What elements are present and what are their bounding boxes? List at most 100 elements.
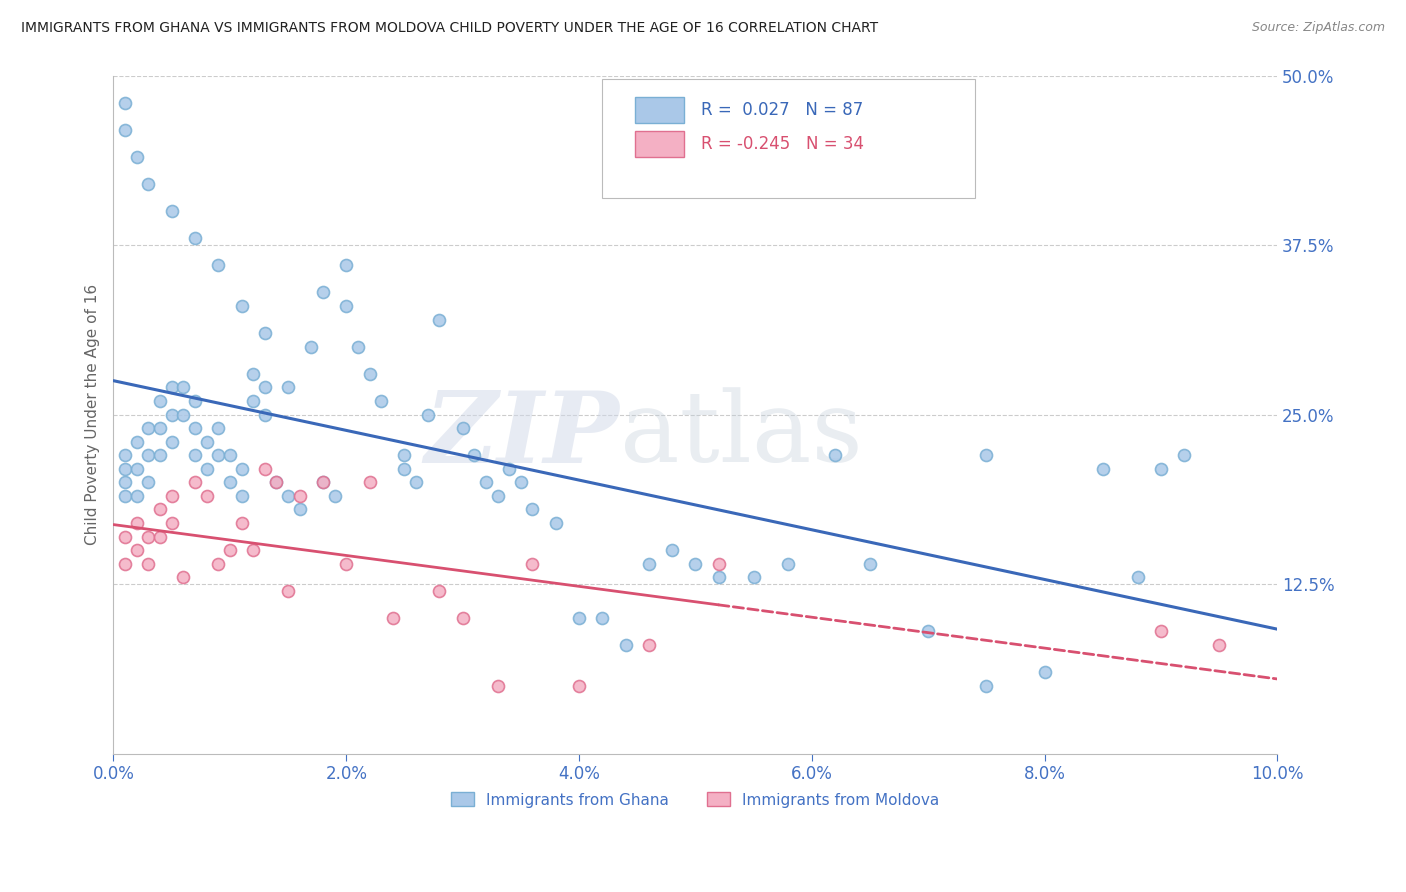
Text: R =  0.027   N = 87: R = 0.027 N = 87 (702, 101, 863, 120)
Point (976, 448, 998, 462)
Point (416, 408, 439, 422)
Point (242, 543, 264, 558)
Point (231, 462, 253, 476)
Point (149, 502, 172, 516)
Point (160, 204, 183, 219)
Point (253, 380, 276, 394)
Point (114, 462, 136, 476)
Point (195, 434, 218, 449)
FancyBboxPatch shape (602, 78, 974, 197)
Point (522, 557, 544, 571)
Point (184, 448, 207, 462)
Point (522, 502, 544, 516)
Point (312, 475, 335, 490)
Point (172, 380, 194, 394)
Point (195, 462, 218, 476)
Point (172, 408, 194, 422)
Point (312, 285, 335, 300)
Point (544, 516, 567, 530)
Point (253, 462, 276, 476)
Point (125, 434, 148, 449)
Point (253, 408, 276, 422)
Point (138, 177, 160, 191)
Point (323, 489, 346, 503)
Point (824, 448, 846, 462)
Point (160, 434, 183, 449)
Point (207, 258, 229, 272)
Point (138, 475, 160, 490)
Y-axis label: Child Poverty Under the Age of 16: Child Poverty Under the Age of 16 (86, 284, 100, 545)
Point (266, 475, 288, 490)
Point (160, 489, 183, 503)
Point (778, 557, 800, 571)
Point (347, 340, 370, 354)
Point (277, 489, 299, 503)
Point (591, 611, 613, 625)
Point (184, 421, 207, 435)
Point (125, 543, 148, 558)
Point (359, 475, 381, 490)
Point (218, 543, 240, 558)
Point (138, 530, 160, 544)
Point (509, 475, 531, 490)
Point (114, 95, 136, 110)
Point (381, 611, 404, 625)
Point (661, 543, 683, 558)
Point (405, 475, 427, 490)
Point (359, 367, 381, 381)
Point (394, 462, 416, 476)
Point (231, 299, 253, 313)
Point (125, 489, 148, 503)
Point (242, 394, 264, 409)
Point (312, 475, 335, 490)
Point (637, 638, 659, 652)
Text: IMMIGRANTS FROM GHANA VS IMMIGRANTS FROM MOLDOVA CHILD POVERTY UNDER THE AGE OF : IMMIGRANTS FROM GHANA VS IMMIGRANTS FROM… (21, 21, 879, 35)
Point (1173, 448, 1195, 462)
Point (114, 557, 136, 571)
Point (707, 557, 730, 571)
Point (335, 557, 357, 571)
Point (114, 122, 136, 136)
Point (125, 150, 148, 164)
Point (1208, 638, 1230, 652)
Point (614, 638, 637, 652)
Point (685, 557, 707, 571)
Point (288, 489, 311, 503)
Point (195, 489, 218, 503)
Point (1150, 624, 1173, 639)
Point (242, 367, 264, 381)
Point (486, 679, 509, 693)
Point (138, 557, 160, 571)
Point (138, 448, 160, 462)
Point (568, 611, 591, 625)
Point (160, 408, 183, 422)
Point (114, 475, 136, 490)
Point (463, 448, 485, 462)
Point (486, 489, 509, 503)
Point (742, 570, 765, 584)
Point (394, 448, 416, 462)
Point (335, 258, 357, 272)
Point (451, 611, 474, 625)
Point (1150, 462, 1173, 476)
Point (335, 299, 357, 313)
Point (498, 462, 520, 476)
Point (288, 502, 311, 516)
Text: atlas: atlas (620, 387, 862, 483)
Point (172, 570, 194, 584)
Point (184, 475, 207, 490)
Point (277, 380, 299, 394)
Point (149, 421, 172, 435)
Point (427, 583, 450, 598)
Point (125, 462, 148, 476)
Point (114, 530, 136, 544)
Point (125, 516, 148, 530)
Point (370, 394, 392, 409)
Bar (636, 131, 683, 157)
Point (707, 570, 730, 584)
Point (218, 475, 240, 490)
Text: ZIP: ZIP (425, 386, 620, 483)
Point (149, 448, 172, 462)
Point (138, 421, 160, 435)
Point (859, 557, 882, 571)
